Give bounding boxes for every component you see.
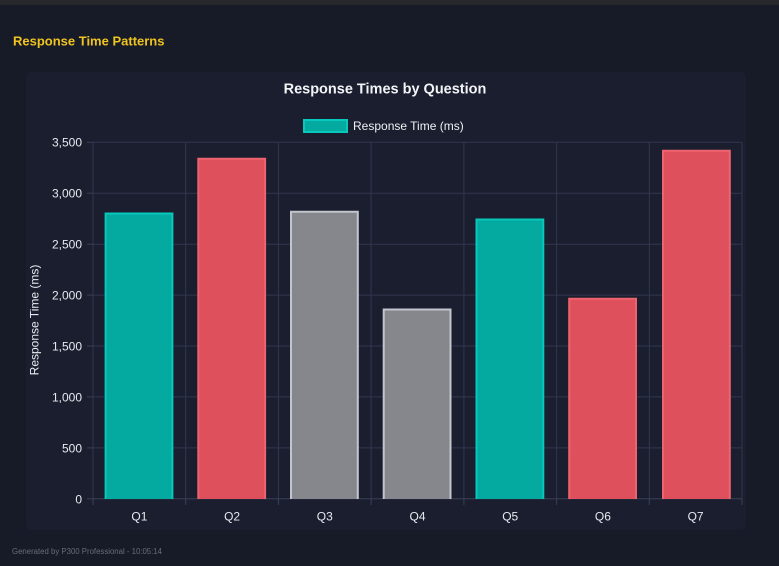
svg-text:1,500: 1,500 — [52, 340, 82, 354]
svg-text:1,000: 1,000 — [52, 391, 82, 405]
svg-text:Generated by P300 Professional: Generated by P300 Professional - 10:05:1… — [12, 547, 163, 556]
svg-text:Q5: Q5 — [502, 510, 518, 524]
svg-text:500: 500 — [62, 442, 82, 456]
svg-text:Q4: Q4 — [409, 510, 425, 524]
svg-text:Q7: Q7 — [688, 510, 704, 524]
svg-text:Response Time Patterns: Response Time Patterns — [13, 34, 164, 49]
svg-text:Response Time (ms): Response Time (ms) — [353, 119, 464, 133]
svg-text:3,000: 3,000 — [52, 187, 82, 201]
svg-text:Q6: Q6 — [595, 510, 611, 524]
svg-text:2,500: 2,500 — [52, 238, 82, 252]
svg-text:Q2: Q2 — [224, 510, 240, 524]
svg-text:Response Time (ms): Response Time (ms) — [28, 265, 42, 376]
svg-text:0: 0 — [75, 493, 82, 507]
svg-text:Q3: Q3 — [317, 510, 333, 524]
svg-text:2,000: 2,000 — [52, 289, 82, 303]
svg-text:Q1: Q1 — [131, 510, 147, 524]
svg-text:3,500: 3,500 — [52, 136, 82, 150]
svg-text:Response Times by Question: Response Times by Question — [284, 82, 487, 98]
